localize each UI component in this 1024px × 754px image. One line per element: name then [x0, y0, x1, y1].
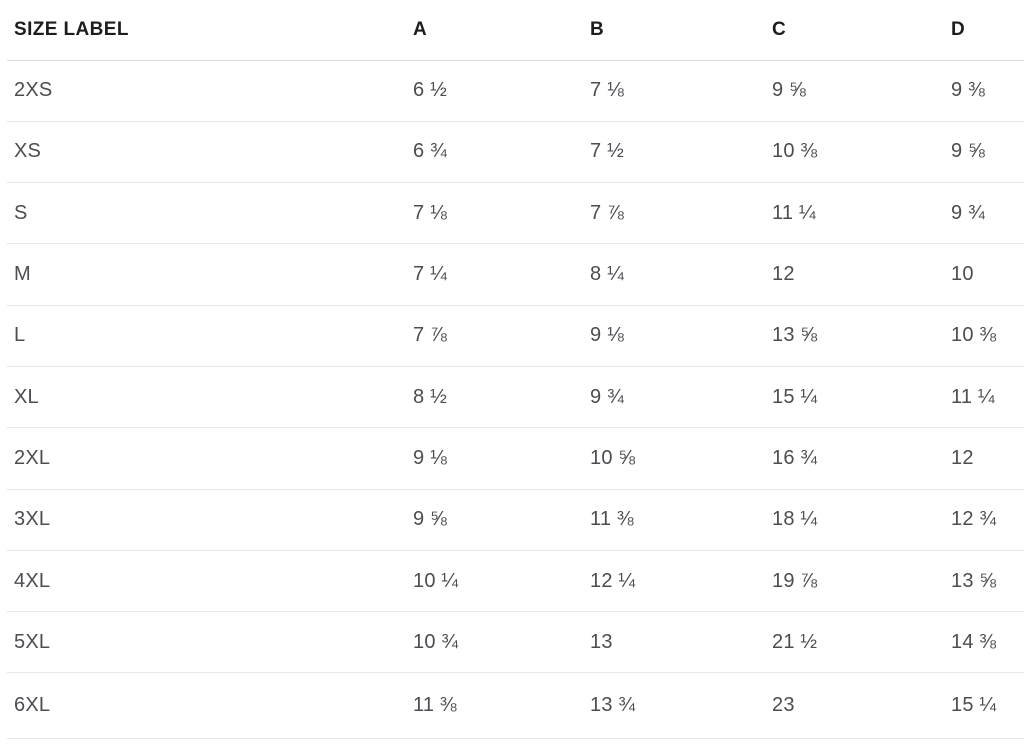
value-cell: 14 ⅜ — [951, 630, 997, 653]
size-chart-header: SIZE LABEL A B C D — [7, 0, 1024, 61]
size-label-cell: 4XL — [14, 569, 51, 592]
table-row: 6XL 11 ⅜ 13 ¾ 23 15 ¼ — [7, 673, 1024, 739]
value-cell: 16 ¾ — [772, 446, 818, 469]
value-cell: 13 ⅝ — [951, 569, 997, 592]
size-label-cell: S — [14, 201, 28, 224]
value-cell: 9 ⅝ — [951, 140, 985, 163]
value-cell: 11 ¼ — [772, 201, 816, 224]
value-cell: 11 ¼ — [951, 385, 995, 408]
value-cell: 12 — [772, 263, 795, 286]
size-chart-table: SIZE LABEL A B C D 2XS 6 ½ 7 ⅛ 9 ⅝ 9 ⅜ XS 6 ¾ 7… — [7, 0, 1024, 739]
value-cell: 8 ¼ — [590, 263, 624, 286]
size-label-cell: XL — [14, 385, 39, 408]
table-row: XL 8 ½ 9 ¾ 15 ¼ 11 ¼ — [7, 366, 1024, 428]
column-header-size-label: SIZE LABEL — [7, 0, 413, 61]
value-cell: 10 ⅜ — [772, 140, 818, 163]
value-cell: 7 ⅛ — [413, 201, 447, 224]
column-header-d: D — [951, 0, 1024, 61]
column-header-c: C — [772, 0, 951, 61]
table-row: 3XL 9 ⅝ 11 ⅜ 18 ¼ 12 ¾ — [7, 489, 1024, 551]
value-cell: 7 ¼ — [413, 263, 447, 286]
size-label-cell: 5XL — [14, 630, 51, 653]
size-label-cell: L — [14, 324, 26, 347]
table-row: 2XL 9 ⅛ 10 ⅝ 16 ¾ 12 — [7, 428, 1024, 490]
size-label-cell: M — [14, 263, 31, 286]
value-cell: 13 ¾ — [590, 694, 636, 717]
table-row: 2XS 6 ½ 7 ⅛ 9 ⅝ 9 ⅜ — [7, 60, 1024, 122]
table-row: L 7 ⅞ 9 ⅛ 13 ⅝ 10 ⅜ — [7, 305, 1024, 367]
value-cell: 10 ¾ — [413, 630, 459, 653]
size-chart-body: 2XS 6 ½ 7 ⅛ 9 ⅝ 9 ⅜ XS 6 ¾ 7 ½ 10 ⅜ 9 ⅝ S 7 ⅛ 7 ⅞ 11 … — [7, 60, 1024, 739]
value-cell: 13 — [590, 630, 613, 653]
value-cell: 10 ¼ — [413, 569, 459, 592]
value-cell: 12 — [951, 446, 974, 469]
value-cell: 15 ¼ — [772, 385, 818, 408]
size-label-cell: 2XS — [14, 79, 53, 102]
value-cell: 11 ⅜ — [590, 508, 634, 531]
table-row: 4XL 10 ¼ 12 ¼ 19 ⅞ 13 ⅝ — [7, 550, 1024, 612]
value-cell: 15 ¼ — [951, 694, 997, 717]
value-cell: 13 ⅝ — [772, 324, 818, 347]
value-cell: 6 ¾ — [413, 140, 447, 163]
size-label-cell: 2XL — [14, 446, 51, 469]
table-row: 5XL 10 ¾ 13 21 ½ 14 ⅜ — [7, 612, 1024, 673]
value-cell: 7 ½ — [590, 140, 624, 163]
column-header-a: A — [413, 0, 590, 61]
value-cell: 9 ⅝ — [413, 508, 447, 531]
size-label-cell: 6XL — [14, 694, 51, 717]
header-row: SIZE LABEL A B C D — [7, 0, 1024, 61]
value-cell: 11 ⅜ — [413, 694, 457, 717]
size-label-cell: 3XL — [14, 508, 51, 531]
table-row: S 7 ⅛ 7 ⅞ 11 ¼ 9 ¾ — [7, 183, 1024, 244]
value-cell: 9 ⅛ — [590, 324, 624, 347]
value-cell: 18 ¼ — [772, 508, 818, 531]
size-label-cell: XS — [14, 140, 42, 163]
value-cell: 7 ⅞ — [413, 324, 447, 347]
value-cell: 9 ⅜ — [951, 79, 985, 102]
value-cell: 6 ½ — [413, 79, 447, 102]
value-cell: 8 ½ — [413, 385, 447, 408]
value-cell: 10 ⅝ — [590, 446, 636, 469]
table-row: XS 6 ¾ 7 ½ 10 ⅜ 9 ⅝ — [7, 121, 1024, 183]
table-row: M 7 ¼ 8 ¼ 12 10 — [7, 244, 1024, 306]
value-cell: 12 ¾ — [951, 508, 997, 531]
value-cell: 23 — [772, 694, 795, 717]
column-header-b: B — [590, 0, 772, 61]
value-cell: 10 — [951, 263, 974, 286]
value-cell: 7 ⅛ — [590, 79, 624, 102]
value-cell: 9 ¾ — [951, 201, 985, 224]
value-cell: 9 ¾ — [590, 385, 624, 408]
size-chart-container: SIZE LABEL A B C D 2XS 6 ½ 7 ⅛ 9 ⅝ 9 ⅜ XS 6 ¾ 7… — [7, 0, 1024, 739]
value-cell: 19 ⅞ — [772, 569, 818, 592]
value-cell: 9 ⅝ — [772, 79, 806, 102]
value-cell: 12 ¼ — [590, 569, 636, 592]
value-cell: 9 ⅛ — [413, 446, 447, 469]
value-cell: 21 ½ — [772, 630, 818, 653]
value-cell: 10 ⅜ — [951, 324, 997, 347]
value-cell: 7 ⅞ — [590, 201, 624, 224]
